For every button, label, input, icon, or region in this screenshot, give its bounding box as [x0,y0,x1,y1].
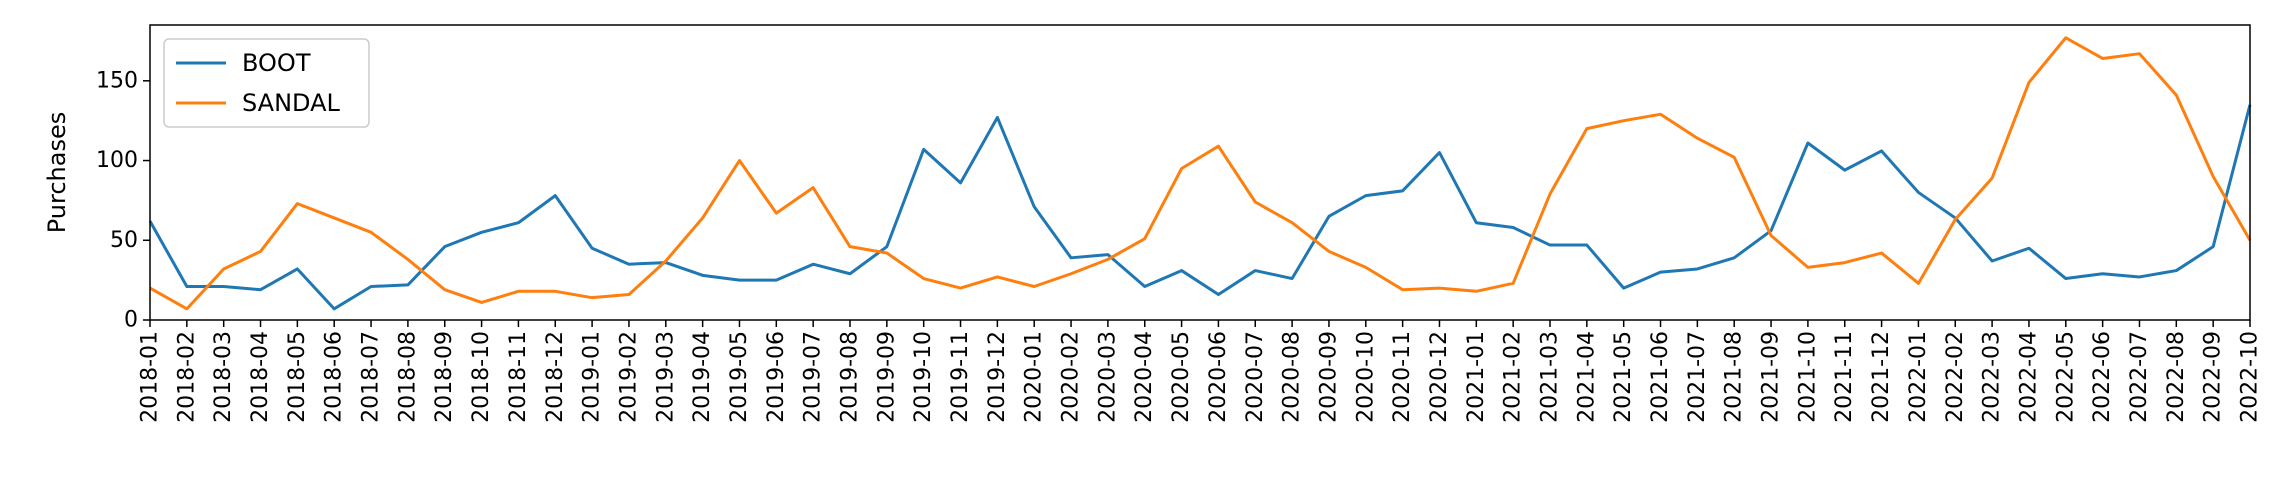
x-tick-label: 2018-02 [174,331,199,423]
x-tick-label: 2019-01 [580,331,605,423]
x-tick-label: 2018-04 [248,331,273,423]
x-tick-label: 2021-07 [1685,331,1710,423]
x-tick-label: 2018-12 [543,331,568,423]
x-tick-label: 2018-08 [395,331,420,423]
y-tick-label: 100 [96,148,138,173]
x-tick-label: 2021-04 [1574,331,1599,423]
x-tick-label: 2022-10 [2238,331,2263,423]
x-tick-label: 2022-07 [2127,331,2152,423]
x-tick-label: 2020-06 [1206,331,1231,423]
x-tick-label: 2021-01 [1464,331,1489,423]
x-tick-label: 2020-08 [1280,331,1305,423]
x-tick-label: 2019-05 [727,331,752,423]
legend-label-sandal: SANDAL [242,89,341,117]
x-tick-label: 2022-09 [2201,331,2226,423]
x-tick-label: 2021-08 [1722,331,1747,423]
x-tick-label: 2018-11 [506,331,531,423]
x-tick-label: 2019-04 [690,331,715,423]
plot-area: 2018-01 2018-02 2018-03 2018-04 2018-05 2018-… [96,24,2263,423]
y-tick-label: 150 [96,68,138,93]
x-tick-label: 2018-05 [285,331,310,423]
legend-label-boot: BOOT [242,49,311,77]
x-tick-label: 2021-11 [1832,331,1857,423]
x-tick-label: 2019-12 [985,331,1010,423]
x-tick-label: 2018-06 [322,331,347,423]
x-tick-label: 2021-12 [1869,331,1894,423]
x-tick-label: 2018-10 [469,331,494,423]
x-tick-label: 2020-09 [1316,331,1341,423]
y-axis-title: Purchases [43,112,71,234]
series-line-sandal [149,36,2252,311]
x-tick-label: 2021-03 [1538,331,1563,423]
x-tick-label: 2022-01 [1906,331,1931,423]
x-tick-label: 2022-03 [1980,331,2005,423]
x-tick-label: 2019-03 [653,331,678,423]
x-tick-label: 2020-02 [1059,331,1084,423]
x-tick-label: 2020-01 [1022,331,1047,423]
x-tick-label: 2022-06 [2090,331,2115,423]
x-tick-label: 2020-10 [1353,331,1378,423]
x-tick-label: 2020-07 [1243,331,1268,423]
x-tick-label: 2021-05 [1611,331,1636,423]
x-tick-label: 2021-09 [1759,331,1784,423]
x-tick-label: 2019-07 [801,331,826,423]
x-tick-label: 2018-09 [432,331,457,423]
x-tick-label: 2022-04 [2016,331,2041,423]
legend-box [163,38,370,128]
series-line-boot [148,104,2252,311]
x-tick-label: 2021-06 [1648,331,1673,423]
legend: BOOT SANDAL [163,38,370,128]
x-tick-label: 2021-02 [1501,331,1526,423]
x-tick-label: 2018-03 [211,331,236,423]
x-tick-label: 2020-05 [1169,331,1194,423]
x-tick-label: 2019-09 [874,331,899,423]
x-tick-label: 2019-11 [948,331,973,423]
x-tick-label: 2021-10 [1795,331,1820,423]
x-tick-label: 2022-02 [1943,331,1968,423]
x-tick-label: 2020-03 [1095,331,1120,423]
x-tick-label: 2022-05 [2053,331,2078,423]
y-tick-label: 0 [124,308,138,333]
x-tick-label: 2018-01 [138,331,163,423]
x-tick-label: 2018-07 [359,331,384,423]
x-tick-label: 2019-02 [616,331,641,423]
x-tick-label: 2020-11 [1390,331,1415,423]
x-tick-label: 2019-06 [764,331,789,423]
x-tick-label: 2022-08 [2164,331,2189,423]
x-tick-label: 2019-10 [911,331,936,423]
x-tick-label: 2019-08 [838,331,863,423]
x-tick-label: 2020-04 [1132,331,1157,423]
x-tick-label: 2020-12 [1427,331,1452,423]
plot-frame [149,24,2251,321]
y-tick-label: 50 [110,228,138,253]
